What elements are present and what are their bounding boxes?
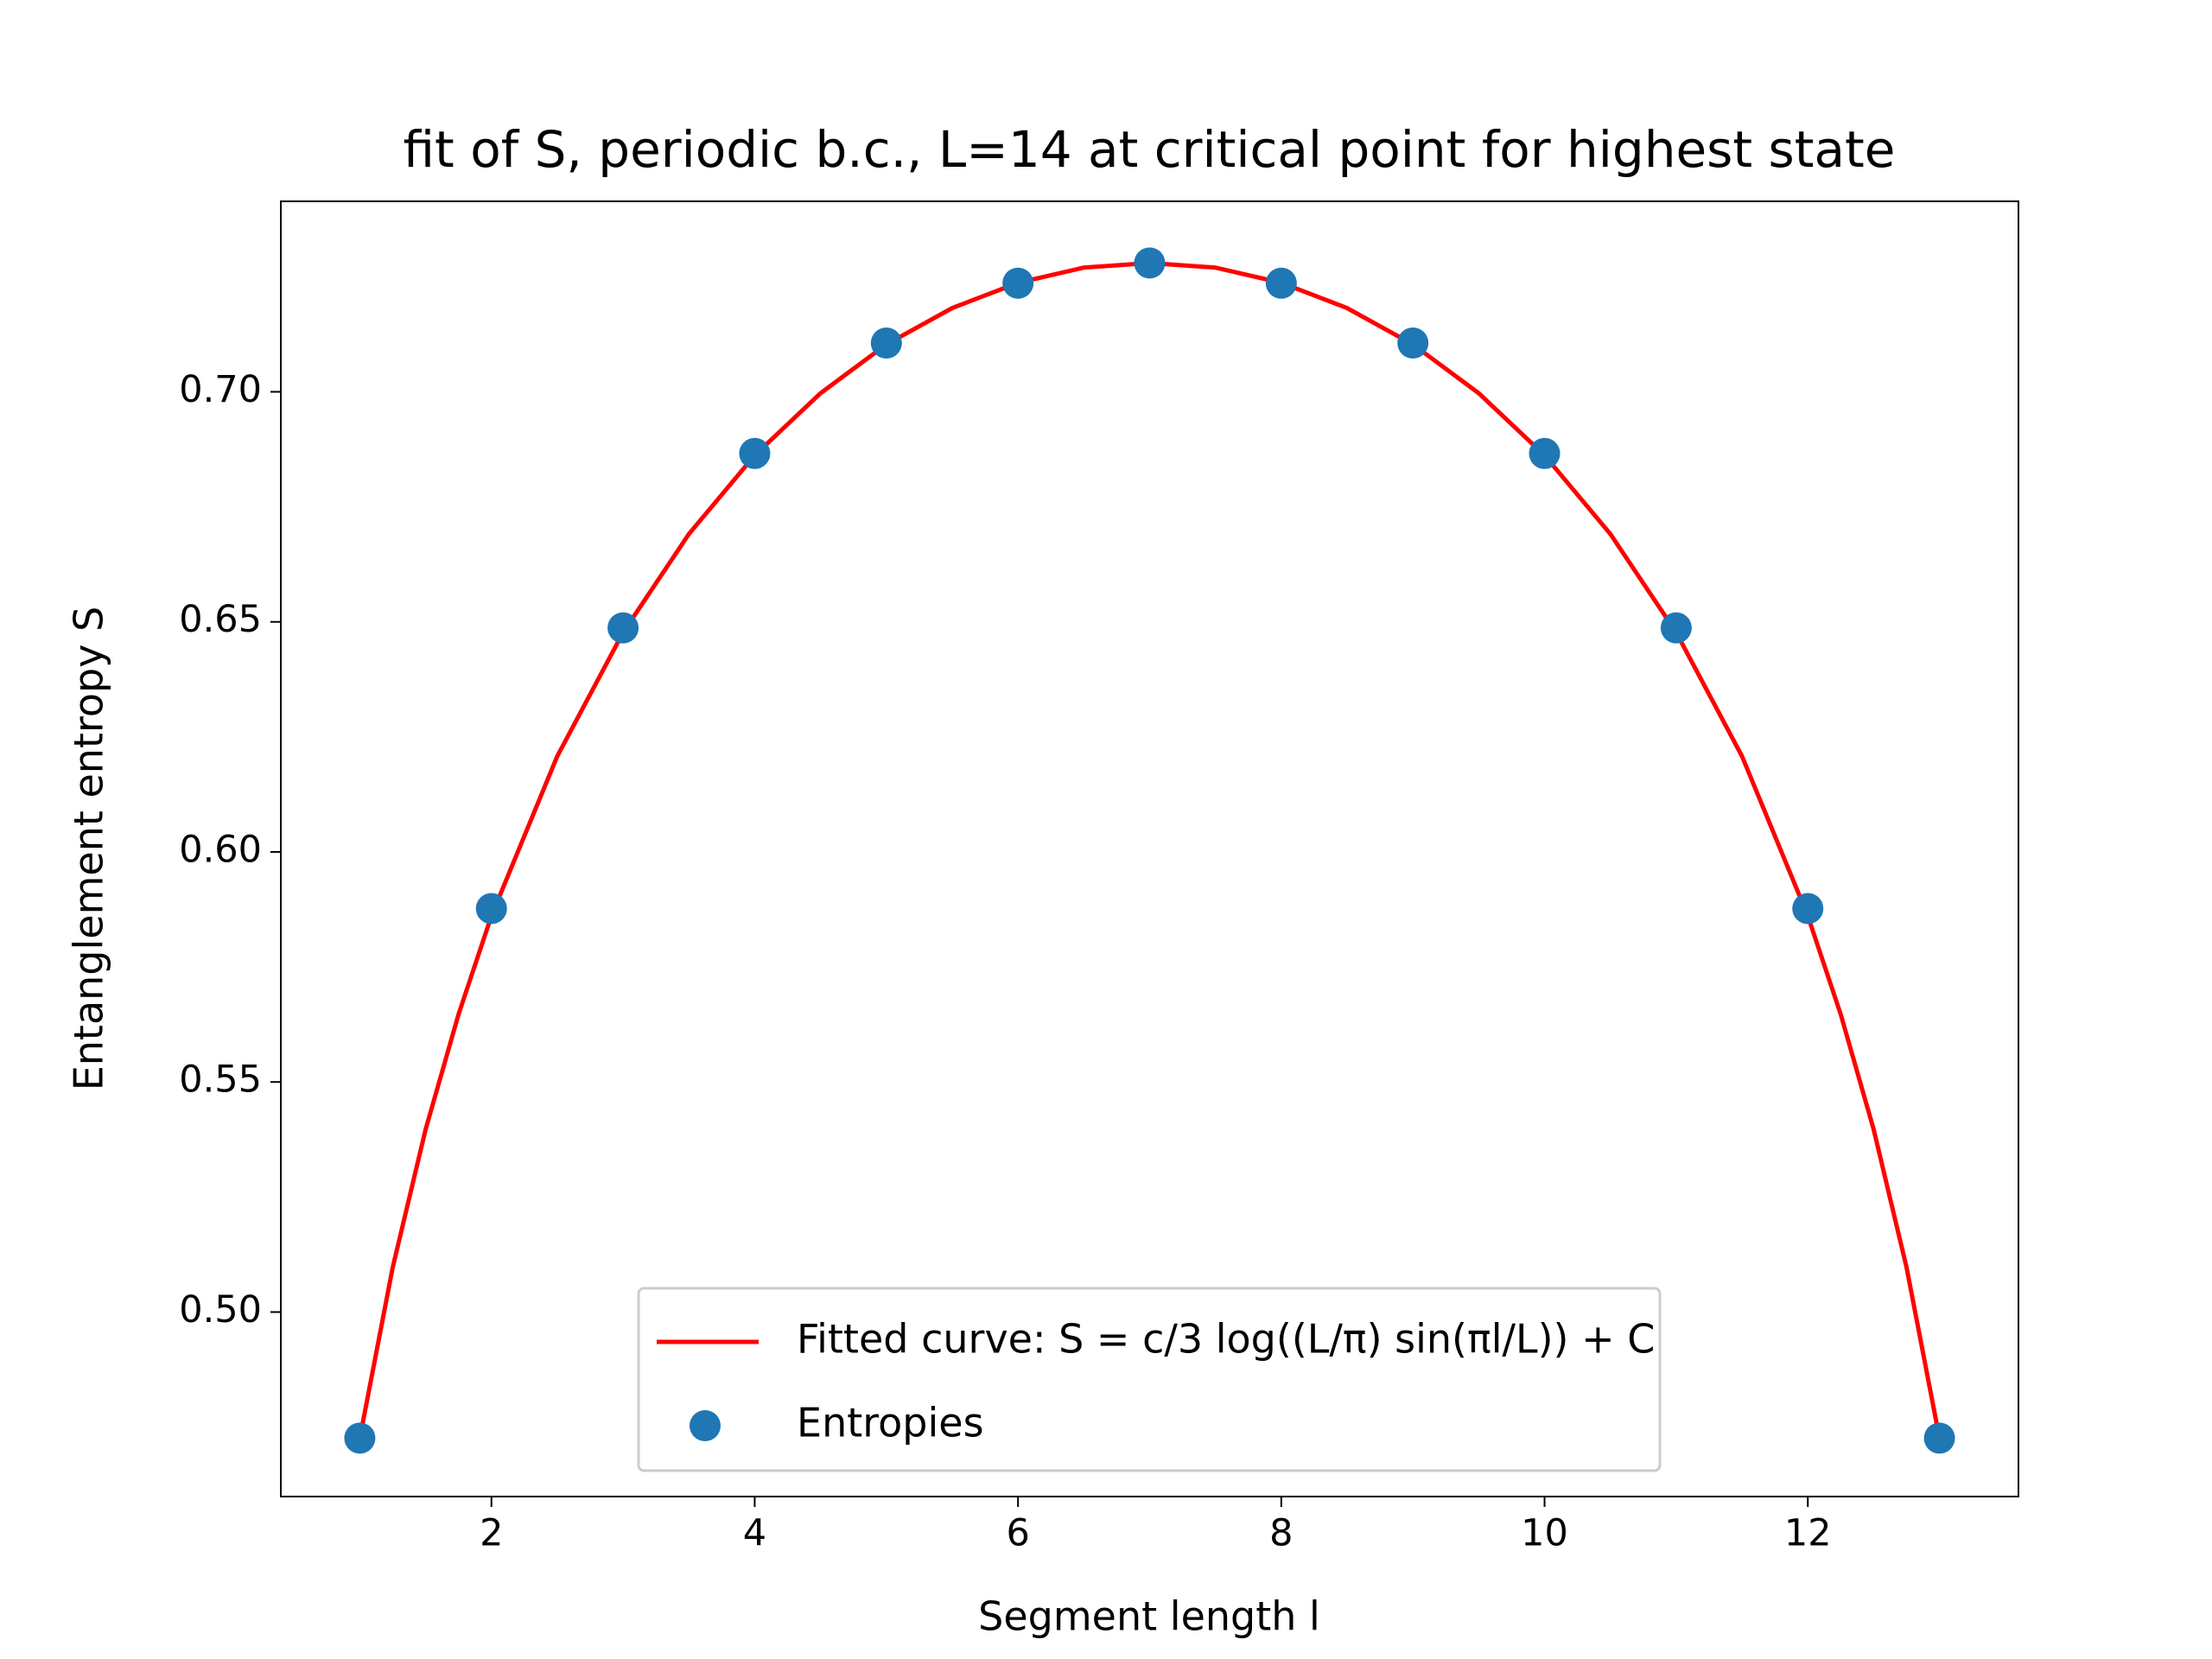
data-point [607, 612, 639, 644]
data-point [739, 437, 771, 469]
data-point [1397, 327, 1429, 359]
data-point [1265, 267, 1297, 299]
y-tick-label: 0.60 [179, 828, 262, 871]
y-tick-label: 0.55 [179, 1058, 262, 1102]
y-tick-label: 0.50 [179, 1288, 262, 1332]
x-tick-label: 2 [480, 1512, 503, 1555]
data-point [1002, 267, 1034, 299]
fit-line [357, 260, 1942, 1439]
x-tick-label: 8 [1269, 1512, 1293, 1555]
y-tick-label: 0.65 [179, 598, 262, 641]
legend-box [637, 1287, 1662, 1472]
data-point [870, 327, 902, 359]
x-tick-label: 10 [1521, 1512, 1568, 1555]
x-axis-label: Segment length l [978, 1593, 1320, 1640]
data-point [1134, 247, 1166, 279]
data-point [1792, 893, 1824, 925]
plot-frame [280, 200, 2019, 1497]
data-point [475, 893, 507, 925]
y-axis-label: Entanglement entropy S [66, 607, 112, 1091]
legend-label: Entropies [797, 1400, 984, 1446]
x-tick-label: 4 [743, 1512, 766, 1555]
legend-marker [690, 1410, 721, 1441]
data-point [1660, 612, 1692, 644]
chart-title: fit of S, periodic b.c., L=14 at critica… [404, 120, 1896, 179]
y-tick-label: 0.70 [179, 368, 262, 411]
data-point [344, 1422, 376, 1454]
x-tick-label: 12 [1784, 1512, 1832, 1555]
legend-label: Fitted curve: S = c/3 log((L/π) sin(πl/L… [797, 1316, 1655, 1363]
data-point [1923, 1422, 1955, 1454]
data-point [1529, 437, 1560, 469]
x-tick-label: 6 [1006, 1512, 1029, 1555]
